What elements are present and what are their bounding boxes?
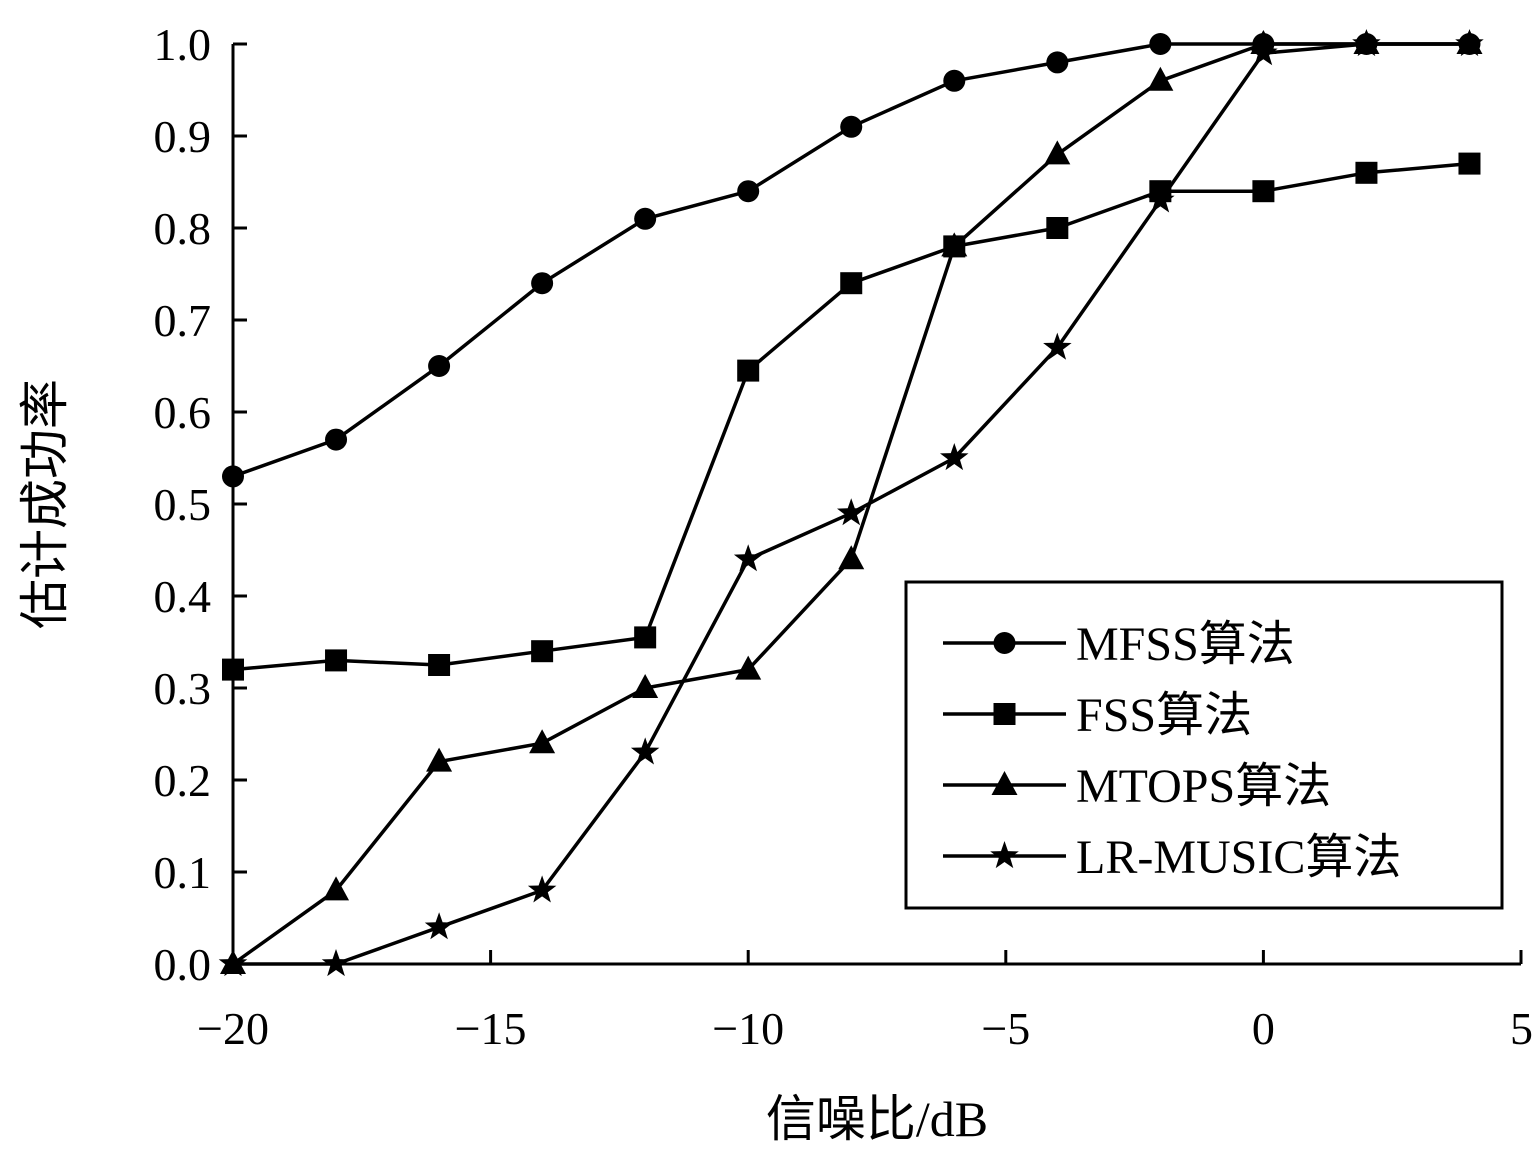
data-point xyxy=(325,649,348,672)
axes: 0.0 0.1 0.2 0.3 0.4 0.5 0.6 0.7 0.8 0.9 1.0 −20 −15 −… xyxy=(154,19,1534,1054)
data-point xyxy=(531,272,554,295)
y-tick-label: 0.6 xyxy=(154,387,212,438)
legend-label: MTOPS算法 xyxy=(1076,760,1331,813)
legend-marker xyxy=(991,771,1018,795)
data-point xyxy=(1147,66,1174,91)
y-tick-label: 1.0 xyxy=(154,19,212,70)
y-tick-label: 0.2 xyxy=(154,755,212,806)
data-point xyxy=(1046,51,1069,74)
data-point xyxy=(737,359,760,382)
data-point xyxy=(325,428,348,451)
data-point xyxy=(1455,29,1484,57)
y-tick-label: 0.8 xyxy=(154,203,212,254)
y-axis-title: 估计成功率 xyxy=(17,379,73,629)
data-point xyxy=(940,443,969,471)
data-point xyxy=(1458,152,1481,175)
series-layer xyxy=(218,29,1484,977)
data-point xyxy=(1149,33,1172,55)
x-tick-label: −5 xyxy=(981,1003,1030,1054)
y-tick-label: 0.4 xyxy=(154,571,212,622)
data-point xyxy=(1252,180,1275,203)
data-point xyxy=(837,498,866,526)
y-tick-label: 0.0 xyxy=(154,939,212,990)
data-point xyxy=(1044,140,1071,165)
data-point xyxy=(529,729,556,754)
data-point xyxy=(218,949,248,977)
data-point xyxy=(735,655,762,680)
data-point xyxy=(634,207,657,230)
x-tick-label: −10 xyxy=(712,1003,784,1054)
legend-marker xyxy=(990,841,1019,869)
data-point xyxy=(1249,38,1278,66)
series-circle xyxy=(222,33,1481,488)
data-point xyxy=(531,640,554,663)
data-point xyxy=(222,658,244,681)
legend-label: FSS算法 xyxy=(1076,689,1252,742)
x-tick-label: 0 xyxy=(1252,1003,1275,1054)
series-star xyxy=(218,29,1484,977)
data-point xyxy=(428,355,451,377)
x-tick-label: −15 xyxy=(455,1003,527,1054)
x-axis-title: 信噪比/dB xyxy=(766,1091,988,1147)
data-point xyxy=(737,180,760,203)
data-point xyxy=(840,272,863,295)
data-point xyxy=(323,876,350,901)
data-point xyxy=(941,232,968,257)
legend-marker xyxy=(993,632,1016,654)
data-point xyxy=(1043,332,1072,360)
data-point xyxy=(1046,217,1069,239)
legend-label: LR-MUSIC算法 xyxy=(1076,831,1401,884)
data-point xyxy=(424,912,454,940)
data-point xyxy=(840,115,863,138)
data-point xyxy=(1352,29,1381,57)
legend: MFSS算法 FSS算法 MTOPS算法 LR-MUSIC算法 xyxy=(904,580,1504,910)
data-point xyxy=(943,69,966,92)
legend-label: MFSS算法 xyxy=(1076,618,1295,671)
y-tick-label: 0.9 xyxy=(154,111,212,162)
data-point xyxy=(428,654,451,676)
y-tick-label: 0.3 xyxy=(154,663,212,714)
data-point xyxy=(527,875,557,903)
y-tick-label: 0.5 xyxy=(154,479,212,530)
x-tick-label: 5 xyxy=(1510,1003,1533,1054)
x-tick-label: −20 xyxy=(197,1003,269,1054)
data-point xyxy=(1355,161,1378,184)
legend-marker xyxy=(993,703,1016,725)
data-point xyxy=(733,544,763,572)
data-point xyxy=(632,674,659,698)
data-point xyxy=(222,465,244,488)
data-point xyxy=(838,545,865,570)
y-tick-label: 0.7 xyxy=(154,295,212,346)
data-point xyxy=(630,737,660,765)
data-point xyxy=(1146,185,1175,213)
data-point xyxy=(426,747,453,772)
data-point xyxy=(321,949,351,977)
y-tick-label: 0.1 xyxy=(154,847,212,898)
data-point xyxy=(634,626,657,649)
series-line xyxy=(232,42,1470,479)
